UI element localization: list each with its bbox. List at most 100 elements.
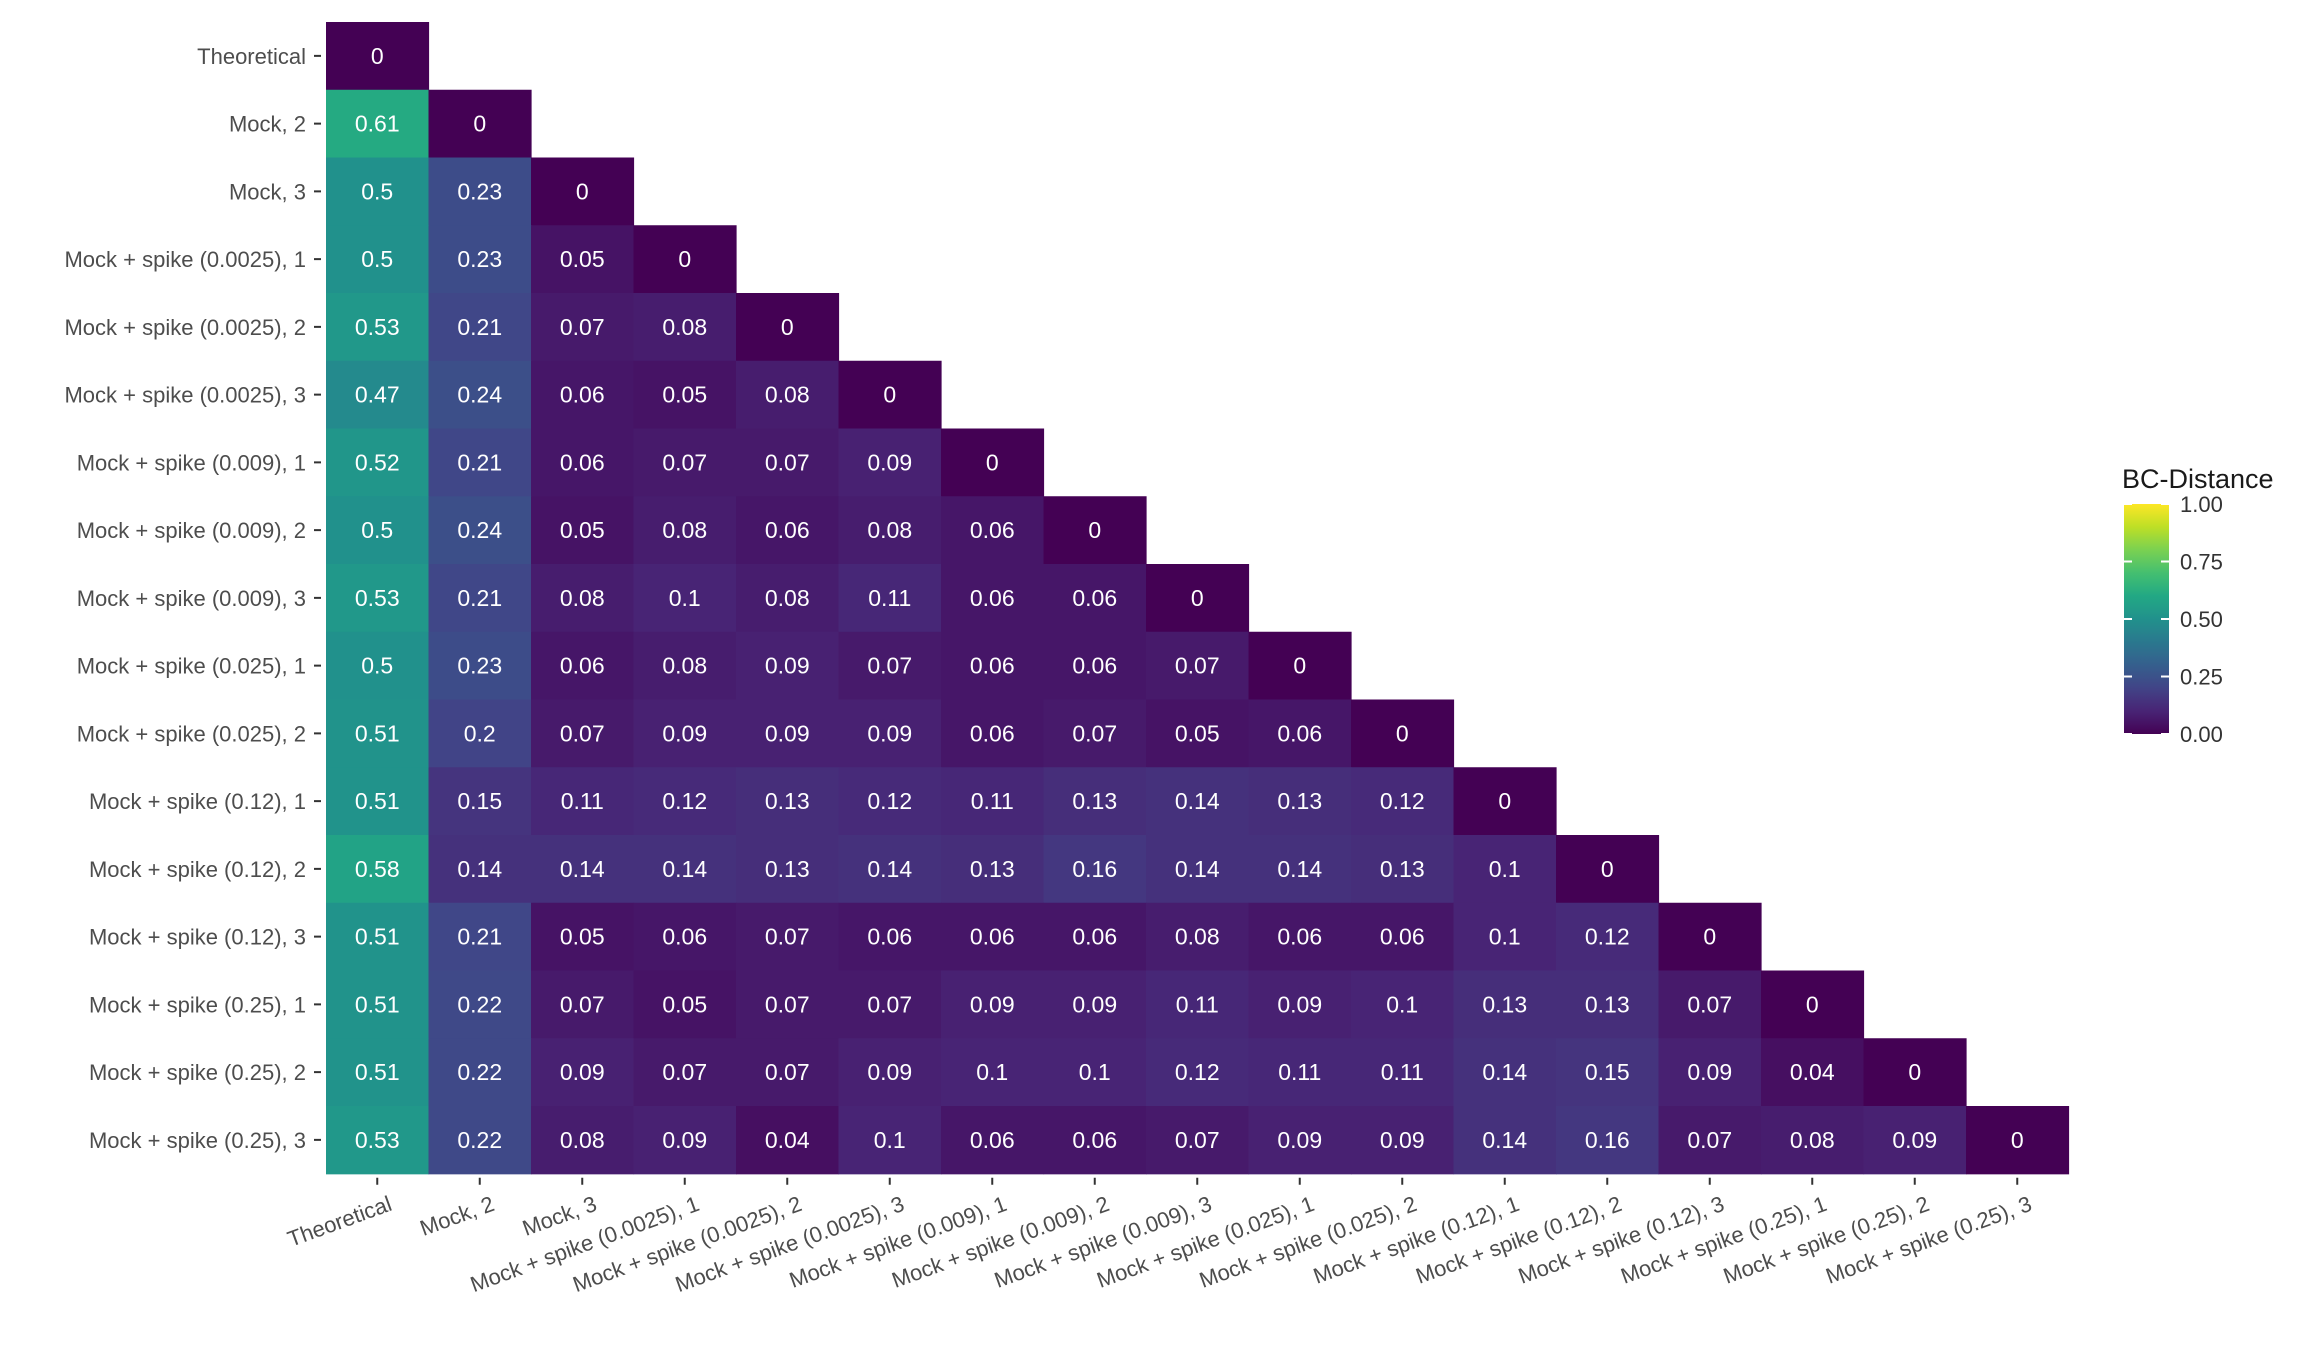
legend-tick-label: 0.00	[2180, 722, 2223, 747]
cell-value-label: 0.07	[1687, 991, 1732, 1017]
cell-value-label: 0	[473, 111, 486, 137]
cell-value-label: 0	[576, 178, 589, 204]
y-tick-label: Theoretical	[197, 44, 306, 69]
cell-value-label: 0.09	[662, 720, 707, 746]
heatmap-cell	[326, 496, 430, 565]
cell-value-label: 0.06	[1072, 585, 1117, 611]
cell-value-label: 0.5	[361, 178, 393, 204]
cell-value-label: 0.5	[361, 517, 393, 543]
cell-value-label: 0	[1191, 585, 1204, 611]
heatmap-cell	[428, 1038, 532, 1107]
heatmap-cell	[1351, 1106, 1455, 1175]
cell-value-label: 0.12	[662, 788, 707, 814]
heatmap-cell	[326, 767, 430, 836]
cell-value-label: 0.14	[1482, 1127, 1527, 1153]
heatmap-cell	[428, 970, 532, 1039]
heatmap-cell	[1146, 902, 1250, 972]
heatmap-cell	[1043, 699, 1147, 768]
heatmap-cell	[1556, 835, 1660, 904]
cell-value-label: 0.05	[560, 517, 605, 543]
heatmap-cell	[326, 360, 430, 430]
cell-value-label: 0.06	[1277, 720, 1322, 746]
heatmap-cell	[736, 428, 840, 497]
cell-value-label: 0.09	[560, 1059, 605, 1085]
cell-value-label: 0.51	[355, 1059, 400, 1085]
heatmap-cell	[1556, 1106, 1660, 1175]
heatmap-cell	[326, 835, 430, 904]
cell-value-label: 0.07	[765, 991, 810, 1017]
cell-value-label: 0.1	[669, 585, 701, 611]
heatmap-cell	[1248, 902, 1352, 972]
heatmap-cell	[428, 699, 532, 768]
cell-value-label: 0.51	[355, 788, 400, 814]
cell-value-label: 0.53	[355, 585, 400, 611]
heatmap-cell	[736, 360, 840, 430]
cell-value-label: 0.07	[765, 1059, 810, 1085]
cell-value-label: 0.07	[867, 991, 912, 1017]
cell-value-label: 0.21	[457, 449, 502, 475]
cell-value-label: 0.08	[662, 314, 707, 340]
cell-value-label: 0.06	[662, 924, 707, 950]
cell-value-label: 0.09	[867, 1059, 912, 1085]
cell-value-label: 0.09	[867, 720, 912, 746]
cell-value-label: 0.15	[457, 788, 502, 814]
cell-value-label: 0.16	[1072, 856, 1117, 882]
heatmap-cell	[326, 89, 430, 159]
heatmap-cell	[838, 564, 942, 633]
heatmap-cell	[1761, 1038, 1865, 1107]
cell-value-label: 0.06	[970, 653, 1015, 679]
heatmap-cell	[1043, 496, 1147, 565]
heatmap-cell	[1146, 699, 1250, 768]
cell-value-label: 0.1	[1079, 1059, 1111, 1085]
heatmap-cell	[633, 902, 737, 972]
cell-value-label: 0.05	[560, 246, 605, 272]
cell-value-label: 0.1	[1489, 924, 1521, 950]
heatmap-cell	[941, 631, 1045, 701]
cell-value-label: 0.05	[560, 924, 605, 950]
heatmap-cell	[326, 1106, 430, 1175]
heatmap-cell	[428, 902, 532, 972]
cell-value-label: 0.07	[560, 720, 605, 746]
cell-value-label: 0.07	[765, 924, 810, 950]
heatmap-cell	[1043, 902, 1147, 972]
heatmap-cell	[1043, 970, 1147, 1039]
cell-value-label: 0	[1806, 991, 1819, 1017]
cell-value-label: 0.05	[662, 991, 707, 1017]
cell-value-label: 0.22	[457, 1059, 502, 1085]
cell-value-label: 0.1	[976, 1059, 1008, 1085]
x-tick-label: Theoretical	[284, 1191, 395, 1252]
cell-value-label: 0.21	[457, 314, 502, 340]
heatmap-cell	[1351, 1038, 1455, 1107]
heatmap-cell	[531, 767, 635, 836]
cell-value-label: 0.1	[1489, 856, 1521, 882]
heatmap-cell	[428, 89, 532, 159]
cell-value-label: 0.06	[970, 585, 1015, 611]
cell-value-label: 0.06	[1277, 924, 1322, 950]
cell-value-label: 0.15	[1585, 1059, 1630, 1085]
cell-value-label: 0.14	[1482, 1059, 1527, 1085]
heatmap-cell	[1248, 1106, 1352, 1175]
heatmap-cell	[326, 22, 430, 91]
cell-value-label: 0.06	[1072, 653, 1117, 679]
heatmap-cell	[633, 225, 737, 294]
cell-value-label: 0.14	[867, 856, 912, 882]
heatmap-cell	[736, 564, 840, 633]
heatmap-cell	[633, 699, 737, 768]
heatmap-cell	[428, 496, 532, 565]
y-tick-label: Mock, 3	[229, 179, 306, 204]
heatmap-cell	[531, 631, 635, 701]
heatmap-cell	[736, 1038, 840, 1107]
y-tick-label: Mock + spike (0.0025), 1	[64, 247, 306, 272]
heatmap-cell	[1248, 699, 1352, 768]
heatmap-cell	[633, 1038, 737, 1107]
heatmap-cell	[1453, 902, 1557, 972]
cell-value-label: 0	[1601, 856, 1614, 882]
heatmap-cell	[531, 1106, 635, 1175]
cell-value-label: 0.61	[355, 111, 400, 137]
cell-value-label: 0	[883, 382, 896, 408]
legend-tick-label: 1.00	[2180, 492, 2223, 517]
cell-value-label: 0.08	[560, 585, 605, 611]
heatmap-cell	[1556, 970, 1660, 1039]
heatmap-cell	[1248, 767, 1352, 836]
